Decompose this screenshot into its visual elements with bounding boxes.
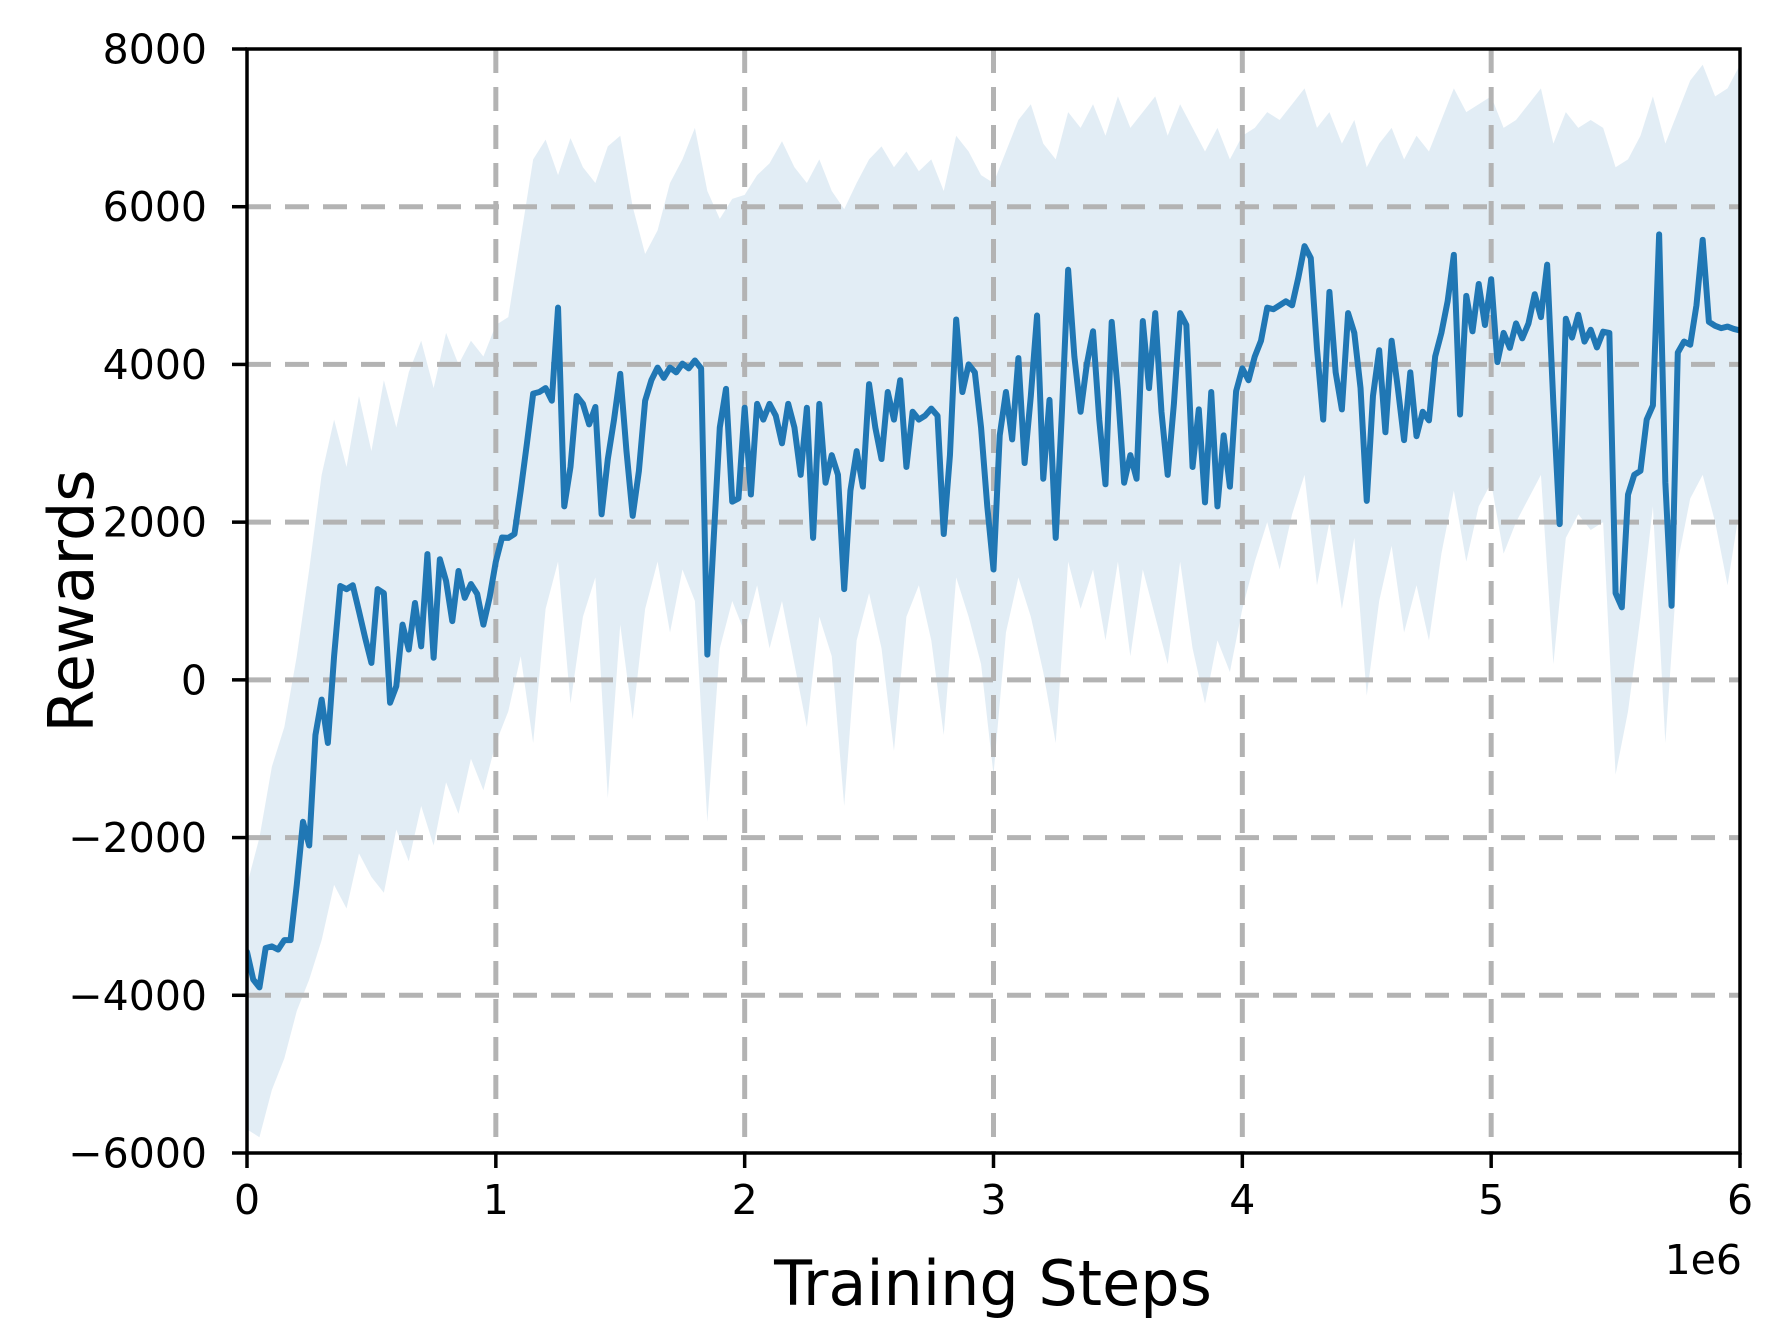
x-tick-label: 6 — [1727, 1176, 1753, 1224]
y-tick-label: −4000 — [68, 972, 207, 1020]
y-tick-label: −2000 — [68, 814, 207, 862]
y-tick-label: 6000 — [103, 183, 207, 231]
x-tick-label: 2 — [732, 1176, 758, 1224]
y-tick-label: 0 — [181, 656, 207, 704]
y-tick-label: −6000 — [68, 1130, 207, 1178]
y-tick-label: 8000 — [103, 26, 207, 74]
x-tick-label: 5 — [1478, 1176, 1504, 1224]
y-tick-label: 4000 — [103, 341, 207, 389]
mean-reward-polyline — [247, 231, 1740, 991]
mean-reward-line — [247, 231, 1740, 991]
x-tick-label: 1 — [483, 1176, 509, 1224]
x-tick-labels: 0 1 2 3 4 5 6 — [234, 1176, 1753, 1224]
x-axis-label: Training Steps — [773, 1247, 1212, 1320]
x-tick-label: 4 — [1229, 1176, 1255, 1224]
axis-ticks — [232, 47, 1742, 1168]
grid-lines — [247, 49, 1740, 1153]
x-tick-label: 3 — [980, 1176, 1006, 1224]
y-axis-label: Rewards — [35, 469, 108, 732]
y-tick-label: 2000 — [103, 499, 207, 547]
x-tick-label: 0 — [234, 1176, 260, 1224]
x-axis-offset-label: 1e6 — [1665, 1236, 1742, 1284]
y-tick-labels: 8000 6000 4000 2000 0 −2000 −4000 −6000 — [68, 26, 207, 1178]
